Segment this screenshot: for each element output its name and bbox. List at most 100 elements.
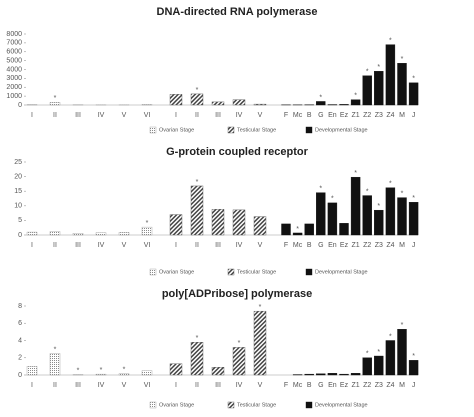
x-tick-label: Z1 — [352, 112, 360, 119]
significance-marker: * — [389, 333, 392, 340]
y-tick-label: 6 — [18, 320, 22, 327]
x-tick-label: III — [215, 242, 221, 249]
bar — [350, 99, 361, 106]
legend-swatch — [149, 126, 157, 134]
significance-marker: * — [354, 93, 357, 100]
significance-marker: * — [259, 304, 262, 311]
bar — [362, 195, 372, 236]
significance-marker: * — [366, 69, 369, 76]
y-tick-label: 6000 — [6, 49, 22, 56]
x-tick-label: II — [53, 382, 57, 389]
bar — [169, 94, 183, 106]
significance-marker: * — [100, 367, 103, 374]
y-tick-label: 1000 — [6, 93, 22, 100]
significance-marker: * — [54, 346, 57, 353]
legend-label: Ovarian Stage — [159, 269, 194, 275]
legend-swatch — [227, 401, 235, 409]
significance-marker: * — [389, 181, 392, 188]
y-tick-label: 2000 — [6, 84, 22, 91]
x-tick-label: V — [258, 242, 263, 249]
significance-marker: * — [319, 186, 322, 193]
legend-label: Testicular Stage — [237, 269, 276, 275]
x-tick-label: Z2 — [363, 382, 371, 389]
legend-swatch — [227, 268, 235, 276]
legend-label: Ovarian Stage — [159, 127, 194, 133]
bar — [385, 44, 396, 106]
bar — [211, 209, 225, 236]
x-tick-label: Mc — [293, 382, 303, 389]
bar — [26, 231, 38, 236]
x-tick-label: I — [175, 382, 177, 389]
x-tick-label: Z4 — [386, 242, 394, 249]
x-tick-label: Z1 — [352, 382, 360, 389]
bar — [232, 99, 246, 106]
bar — [118, 373, 130, 376]
x-tick-label: M — [399, 112, 405, 119]
x-tick-label: G — [318, 112, 323, 119]
x-tick-label: IV — [98, 382, 105, 389]
x-tick-label: G — [318, 242, 323, 249]
bar — [408, 82, 419, 106]
x-tick-label: F — [284, 382, 288, 389]
significance-marker: * — [389, 37, 392, 44]
significance-marker: * — [146, 220, 149, 227]
y-tick-label: 10 — [14, 203, 22, 210]
bar — [374, 355, 384, 376]
legend-label: Developmental Stage — [315, 269, 368, 275]
significance-marker: * — [377, 349, 380, 356]
significance-marker: * — [412, 76, 415, 83]
x-tick-label: Z3 — [375, 112, 383, 119]
x-tick-label: Mc — [293, 112, 303, 119]
bar — [253, 310, 267, 376]
bar — [118, 232, 130, 236]
y-tick-label: 5 — [18, 217, 22, 224]
legend-swatch — [149, 401, 157, 409]
x-tick-label: II — [195, 242, 199, 249]
bar — [141, 226, 153, 236]
x-tick-label: VI — [144, 242, 151, 249]
bar — [408, 202, 419, 236]
bar — [190, 185, 204, 236]
significance-marker: * — [319, 94, 322, 101]
y-tick-label: 8 — [18, 303, 22, 310]
x-tick-label: Z3 — [375, 242, 383, 249]
x-tick-label: III — [75, 382, 81, 389]
bar — [49, 102, 61, 106]
legend-swatch — [305, 126, 313, 134]
x-tick-label: I — [31, 112, 33, 119]
x-tick-label: F — [284, 112, 288, 119]
bar — [169, 214, 183, 236]
x-tick-label: B — [307, 382, 312, 389]
y-tick-label: 0 — [18, 372, 22, 379]
legend-label: Testicular Stage — [237, 402, 276, 408]
bar — [350, 176, 361, 236]
x-tick-label: IV — [236, 382, 243, 389]
bar — [281, 223, 291, 236]
bar — [232, 347, 246, 376]
y-tick-label: 8000 — [6, 31, 22, 38]
bar — [95, 373, 107, 376]
x-tick-label: M — [399, 382, 405, 389]
x-tick-label: I — [175, 112, 177, 119]
bar — [316, 101, 326, 106]
bar — [190, 93, 204, 106]
bar — [304, 223, 314, 236]
bar — [350, 373, 361, 376]
bar — [95, 232, 107, 236]
x-tick-label: Mc — [293, 242, 303, 249]
x-tick-label: III — [215, 112, 221, 119]
bar — [253, 216, 267, 236]
x-tick-label: En — [328, 382, 337, 389]
chart-title: DNA-directed RNA polymerase — [157, 6, 318, 18]
legend-swatch — [227, 126, 235, 134]
x-tick-label: II — [53, 242, 57, 249]
bar — [169, 363, 183, 376]
bar — [397, 63, 407, 106]
legend-swatch — [149, 268, 157, 276]
x-tick-label: II — [53, 112, 57, 119]
y-tick-label: 3000 — [6, 75, 22, 82]
y-tick-label: 0 — [18, 232, 22, 239]
x-tick-label: J — [412, 382, 416, 389]
x-tick-label: IV — [236, 242, 243, 249]
